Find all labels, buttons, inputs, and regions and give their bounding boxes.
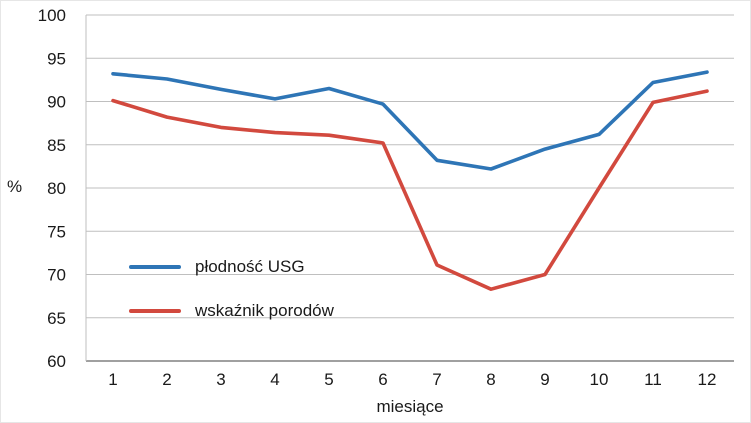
- y-tick-label: 65: [47, 309, 66, 328]
- y-axis-title: %: [7, 177, 23, 196]
- y-tick-label: 75: [47, 222, 66, 241]
- y-tick-label: 85: [47, 136, 66, 155]
- legend-item-wskaznik-porodow: wskaźnik porodów: [129, 297, 334, 325]
- legend-item-plodnosc-usg: płodność USG: [129, 253, 334, 281]
- series-line-1: [111, 89, 709, 292]
- y-tick-label: 60: [47, 352, 66, 371]
- series-line-0: [111, 70, 709, 171]
- x-tick-label: 10: [590, 370, 609, 389]
- x-tick-label: 9: [540, 370, 549, 389]
- x-tick-label: 2: [162, 370, 171, 389]
- x-tick-label: 12: [698, 370, 717, 389]
- y-tick-label: 70: [47, 266, 66, 285]
- x-tick-label: 5: [324, 370, 333, 389]
- x-axis-title: miesiące: [376, 397, 444, 416]
- y-tick-label: 100: [38, 6, 66, 25]
- x-tick-label: 11: [644, 370, 662, 389]
- gridlines: [86, 14, 734, 362]
- y-axis-tick-labels: 60 65 70 75 80 85 90 95 100: [38, 6, 66, 371]
- x-tick-label: 6: [378, 370, 387, 389]
- x-tick-label: 3: [216, 370, 225, 389]
- y-tick-label: 80: [47, 179, 66, 198]
- x-axis-tick-labels: 1 2 3 4 5 6 7 8 9 10 11 12: [108, 370, 716, 389]
- x-tick-label: 4: [270, 370, 279, 389]
- legend-label: płodność USG: [195, 257, 305, 276]
- y-tick-label: 95: [47, 49, 66, 68]
- legend-line-swatch-red: [129, 309, 181, 313]
- legend-line-swatch-blue: [129, 265, 181, 269]
- chart-legend: płodność USG wskaźnik porodów: [129, 253, 334, 325]
- x-tick-label: 1: [108, 370, 117, 389]
- legend-label: wskaźnik porodów: [195, 301, 334, 320]
- x-tick-label: 7: [432, 370, 441, 389]
- x-tick-label: 8: [486, 370, 495, 389]
- y-tick-label: 90: [47, 93, 66, 112]
